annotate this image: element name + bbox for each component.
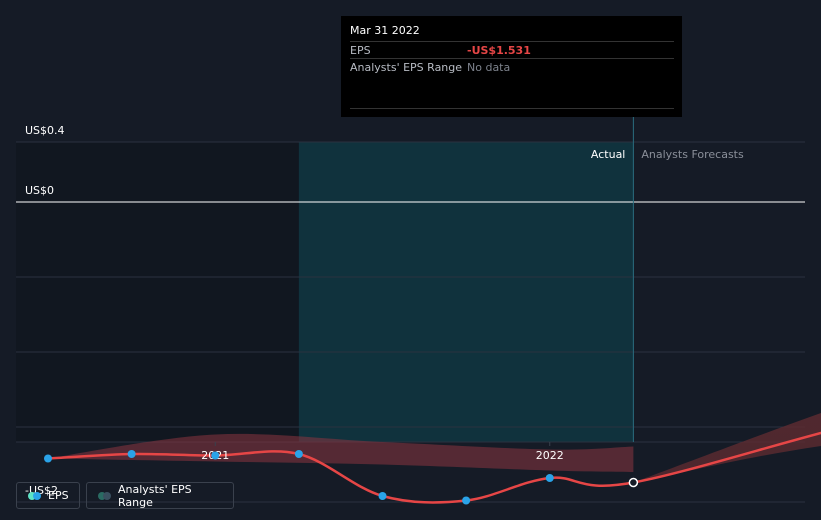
tooltip-range-value: No data — [467, 61, 511, 74]
eps-point — [211, 451, 220, 460]
legend-range-label: Analysts' EPS Range — [118, 482, 192, 509]
forecast-range-band — [633, 413, 821, 483]
eps-point — [378, 492, 387, 500]
tooltip: Mar 31 2022 EPS -US$1.531 Analysts' EPS … — [341, 16, 682, 117]
tooltip-eps-label: EPS — [350, 44, 371, 57]
highlight-region — [298, 142, 634, 442]
y-tick-label: US$0 — [25, 184, 54, 197]
forecast-label: Analysts Forecasts — [641, 148, 744, 161]
tooltip-date: Mar 31 2022 — [350, 24, 420, 37]
legend-eps-label: EPS — [48, 489, 69, 502]
eps-legend-icon — [28, 491, 41, 500]
actual-shade — [16, 142, 299, 442]
tooltip-eps-row: EPS -US$1.531 — [350, 41, 674, 59]
range-legend-icon — [98, 491, 111, 500]
eps-point — [462, 496, 471, 505]
eps-point — [545, 474, 554, 482]
x-tick-label: 2022 — [536, 449, 564, 462]
tooltip-range-label: Analysts' EPS Range — [350, 61, 463, 74]
legend-eps-toggle[interactable]: EPS — [16, 482, 80, 509]
y-tick-label: US$0.4 — [25, 124, 65, 137]
tooltip-eps-value: -US$1.531 — [467, 44, 531, 57]
past-range-band — [48, 433, 634, 472]
eps-point — [628, 477, 639, 488]
tooltip-divider — [350, 108, 674, 109]
eps-point — [127, 450, 136, 458]
legend-range-toggle[interactable]: Analysts' EPS Range — [86, 482, 234, 509]
tooltip-range-row: Analysts' EPS Range No data — [350, 58, 674, 76]
actual-label: Actual — [591, 148, 625, 161]
eps-point — [294, 450, 303, 458]
eps-point — [44, 454, 52, 463]
